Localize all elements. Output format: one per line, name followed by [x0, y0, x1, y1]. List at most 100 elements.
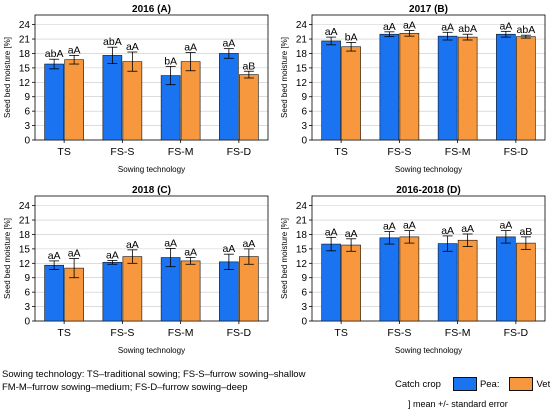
error-bar: [243, 248, 254, 265]
y-tick-label: 3: [24, 302, 30, 313]
bar-vetch-fs-m: [457, 239, 478, 322]
error-bar: [185, 257, 196, 265]
y-tick-label: 12: [296, 259, 308, 270]
significance-label: aA: [383, 21, 396, 33]
y-tick-label: 21: [296, 35, 308, 46]
significance-label: aB: [519, 226, 532, 238]
significance-label: aA: [345, 228, 358, 240]
error-bar: [384, 31, 395, 38]
bar-vetch-ts: [341, 46, 361, 141]
y-tick-label: 15: [296, 63, 308, 74]
bar-vetch-fs-d: [239, 256, 259, 322]
significance-label: aA: [48, 250, 61, 262]
error-bar: [462, 233, 473, 247]
legend: Catch crop Pea: Vetch: [395, 377, 550, 391]
error-bar: [69, 258, 80, 279]
significance-label: aA: [164, 237, 177, 249]
error-bar: [326, 36, 337, 46]
x-tick-label: FS-M: [445, 327, 471, 339]
y-tick-label: 15: [19, 63, 31, 74]
y-tick-label: 9: [301, 273, 307, 284]
bar-pea-fs-d: [496, 236, 516, 322]
significance-label: aA: [403, 220, 416, 232]
error-bar: [442, 31, 453, 41]
y-tick-label: 3: [301, 302, 307, 313]
y-tick-label: 0: [301, 136, 307, 147]
y-tick-label: 3: [24, 121, 30, 132]
footer-line-2: FM-M–furrow sowing–medium; FS-D–furrow s…: [2, 382, 248, 393]
y-tick-label: 21: [19, 216, 31, 227]
y-tick-label: 24: [19, 201, 31, 212]
y-tick-label: 9: [24, 273, 30, 284]
error-bar: [462, 33, 473, 41]
significance-label: aA: [325, 226, 338, 238]
error-bar: [165, 66, 176, 86]
footer-line-1: Sowing technology: TS–traditional sowing…: [2, 369, 306, 380]
bar-pea-fs-m: [160, 75, 181, 141]
legend-swatch-vetch: [509, 377, 534, 391]
error-bar: [500, 230, 511, 244]
bar-vetch-fs-s: [122, 61, 143, 141]
error-bar: [326, 236, 337, 252]
error-bar: [520, 236, 531, 250]
plot-frame: [311, 195, 546, 322]
significance-label: bA: [164, 55, 177, 67]
y-tick-label: 6: [301, 288, 307, 299]
bar-vetch-fs-d: [516, 242, 536, 322]
error-bar: [107, 260, 118, 265]
significance-label: bA: [345, 31, 358, 43]
y-axis-label: Seed bed moisture [%]: [280, 218, 289, 299]
plot-frame: [34, 195, 269, 322]
bar-pea-ts: [321, 40, 341, 141]
bar-vetch-fs-m: [180, 61, 201, 141]
error-bar: [404, 29, 415, 37]
y-tick-label: 18: [296, 230, 308, 241]
y-tick-label: 9: [24, 92, 30, 103]
bar-pea-ts: [44, 63, 64, 141]
legend-label-pea: Pea:: [479, 378, 500, 390]
significance-label: aA: [383, 221, 396, 233]
error-bar: [384, 231, 395, 245]
legend-label-vetch: Vetch: [536, 378, 550, 390]
y-tick-label: 6: [24, 107, 30, 118]
legend-item-pea: Pea:: [452, 377, 500, 391]
x-tick-label: FS-M: [445, 146, 471, 158]
bar-pea-fs-m: [437, 35, 458, 141]
bar-vetch-fs-m: [180, 260, 201, 322]
y-tick-label: 15: [296, 244, 308, 255]
y-tick-label: 21: [296, 216, 308, 227]
error-bar: [223, 48, 234, 59]
x-tick-label: FS-S: [110, 146, 134, 158]
y-tick-label: 9: [301, 92, 307, 103]
error-bar: [243, 70, 254, 79]
bar-pea-fs-s: [102, 55, 123, 141]
significance-label: aA: [126, 239, 139, 251]
x-axis-label: Sowing technology: [395, 346, 462, 355]
y-tick-label: 21: [19, 35, 31, 46]
error-bar: [107, 46, 118, 64]
error-bar: [223, 253, 234, 270]
bar-pea-fs-d: [219, 261, 239, 322]
bar-vetch-fs-d: [516, 36, 536, 141]
error-bar: [165, 248, 176, 268]
bar-pea-fs-s: [379, 33, 400, 141]
charts-area: 2016 (A) 0 3 6 9 12 15 18 21 24 Seed bed moisture …: [3, 4, 546, 355]
y-tick-label: 15: [19, 244, 31, 255]
error-bar: [49, 58, 60, 70]
chart-panel-3: 2018 (C) 0 3 6 9 12 15 18 21 24 Seed bed moisture …: [3, 185, 269, 355]
error-bar: [520, 34, 531, 39]
bar-vetch-fs-d: [239, 74, 259, 141]
significance-label: aA: [222, 38, 235, 50]
legend-title: Catch crop: [395, 378, 441, 390]
chart-title: 2016 (A): [132, 4, 171, 15]
x-tick-label: FS-D: [227, 146, 252, 158]
significance-label: aA: [242, 238, 255, 250]
bar-pea-fs-s: [379, 237, 400, 322]
significance-label: aA: [325, 26, 338, 38]
x-tick-label: FS-M: [168, 146, 194, 158]
significance-label: aA: [403, 19, 416, 31]
significance-label: abA: [458, 23, 477, 35]
significance-label: aA: [106, 249, 119, 261]
chart-title: 2016-2018 (D): [396, 185, 460, 196]
y-tick-label: 24: [19, 20, 31, 31]
